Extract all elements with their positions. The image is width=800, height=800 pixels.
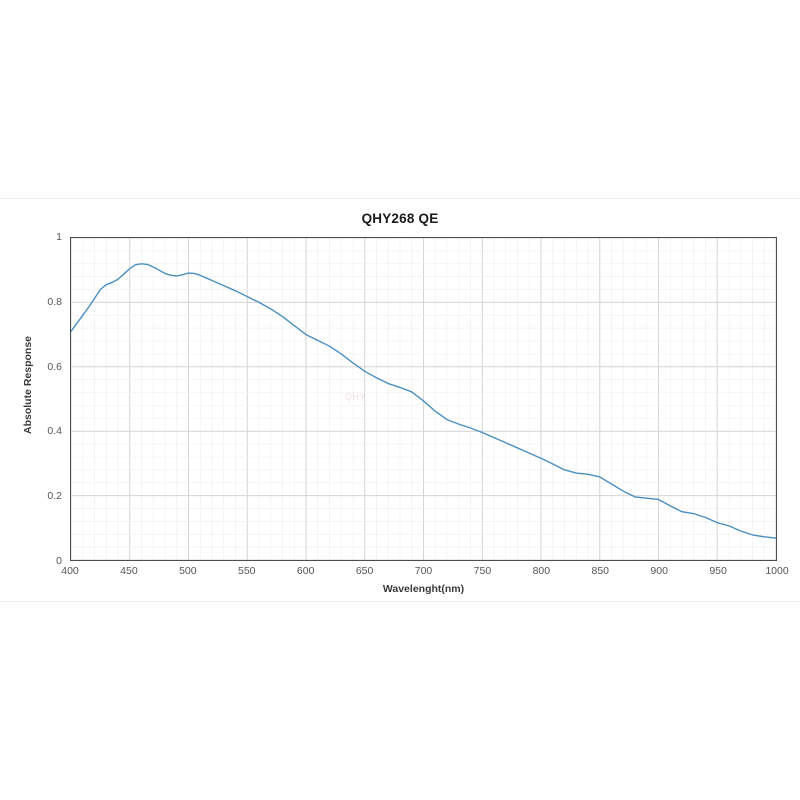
qe-curve bbox=[71, 263, 776, 539]
x-tick-label: 800 bbox=[532, 565, 551, 577]
y-tick-label: 0.6 bbox=[47, 360, 62, 373]
x-axis-title: Wavelenght(nm) bbox=[382, 583, 465, 595]
y-tick-label: 0.8 bbox=[47, 295, 62, 308]
x-tick-label: 550 bbox=[237, 565, 256, 577]
x-tick-label: 500 bbox=[179, 565, 197, 577]
y-tick-label: 0 bbox=[56, 555, 62, 567]
x-tick-label: 450 bbox=[120, 565, 138, 577]
chart-title: QHY268 QE bbox=[361, 211, 439, 226]
grid-layer bbox=[71, 238, 776, 560]
y-tick-label: 1 bbox=[56, 231, 62, 243]
x-tick-label: 650 bbox=[355, 565, 374, 577]
x-tick-label: 1000 bbox=[765, 565, 789, 577]
qe-curve-layer bbox=[71, 263, 776, 539]
x-tick-label: 700 bbox=[414, 565, 433, 577]
x-tick-label: 950 bbox=[709, 565, 727, 577]
qe-chart-figure: QHY268 QE QHY 400 450 500 550 600 650 700 750 80… bbox=[0, 199, 800, 603]
x-tick-label: 900 bbox=[650, 565, 668, 577]
x-tick-label: 750 bbox=[473, 565, 492, 577]
y-tick-label: 0.4 bbox=[47, 425, 62, 438]
y-tick-label: 0.2 bbox=[47, 490, 62, 503]
x-tick-label: 850 bbox=[591, 565, 610, 577]
chart-image-card: QHY268 QE QHY 400 450 500 550 600 650 700 750 80… bbox=[0, 198, 800, 602]
plot-area bbox=[70, 237, 777, 561]
y-axis-title: Absolute Response bbox=[22, 335, 34, 435]
x-tick-label: 400 bbox=[61, 565, 79, 577]
x-tick-label: 600 bbox=[296, 565, 315, 577]
